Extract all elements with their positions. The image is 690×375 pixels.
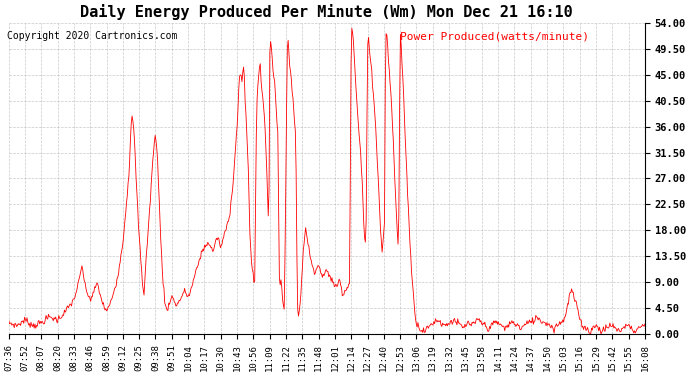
Text: Copyright 2020 Cartronics.com: Copyright 2020 Cartronics.com — [7, 32, 177, 41]
Title: Daily Energy Produced Per Minute (Wm) Mon Dec 21 16:10: Daily Energy Produced Per Minute (Wm) Mo… — [81, 4, 573, 20]
Text: Power Produced(watts/minute): Power Produced(watts/minute) — [400, 32, 589, 41]
